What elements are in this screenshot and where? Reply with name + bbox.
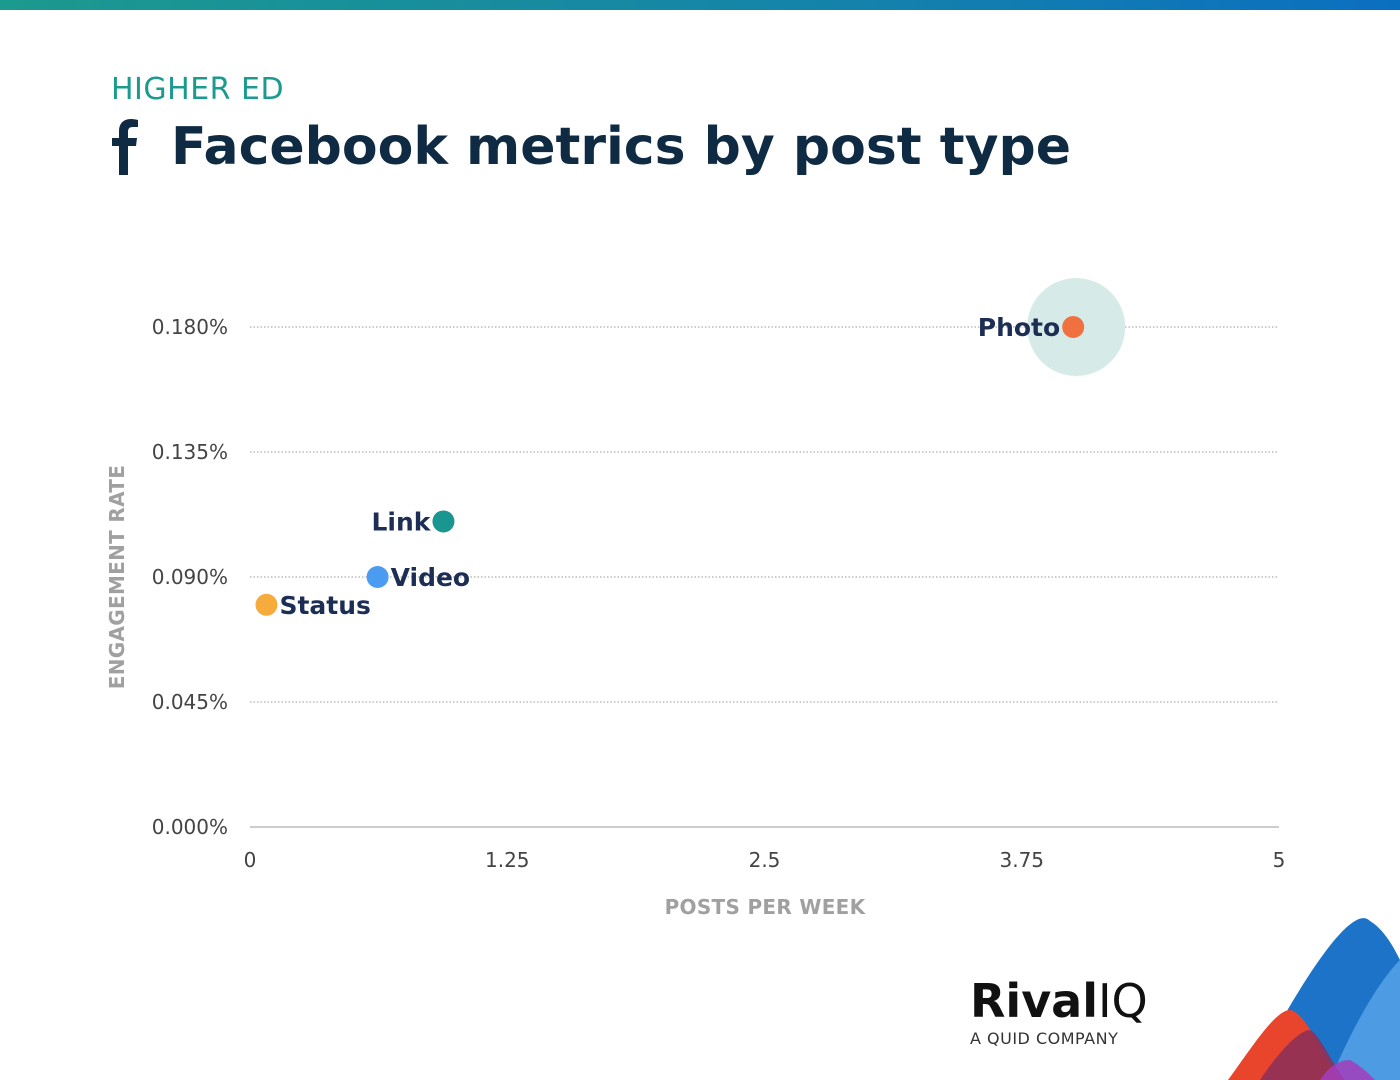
x-axis-title: POSTS PER WEEK bbox=[665, 895, 867, 919]
point-label-photo: Photo bbox=[978, 313, 1060, 342]
x-tick-label: 0 bbox=[244, 848, 257, 872]
y-tick-label: 0.090% bbox=[152, 565, 228, 589]
logo-tagline: A QUID COMPANY bbox=[970, 1029, 1119, 1048]
x-tick-label: 3.75 bbox=[999, 848, 1044, 872]
y-tick-label: 0.135% bbox=[152, 440, 228, 464]
x-tick-label: 1.25 bbox=[485, 848, 530, 872]
axes: 0.000% 0.045% 0.090% 0.135% 0.180% 0 1.25 2.5 3.… bbox=[152, 315, 1286, 872]
chart-subtitle: HIGHER ED bbox=[111, 72, 285, 107]
rivaliq-logo: RivalIQ A QUID COMPANY bbox=[970, 975, 1148, 1048]
chart-title: Facebook metrics by post type bbox=[171, 117, 1071, 177]
point-video[interactable] bbox=[366, 566, 389, 588]
y-tick-label: 0.045% bbox=[152, 690, 228, 714]
point-label-video: Video bbox=[391, 563, 471, 592]
point-label-status: Status bbox=[279, 591, 370, 620]
y-axis-title: ENGAGEMENT RATE bbox=[105, 465, 129, 689]
facebook-icon bbox=[112, 119, 138, 175]
x-tick-label: 2.5 bbox=[749, 848, 781, 872]
top-accent-bar bbox=[0, 0, 1400, 10]
logo-name-bold: Rival bbox=[970, 974, 1098, 1028]
x-tick-label: 5 bbox=[1273, 848, 1286, 872]
title-row: Facebook metrics by post type bbox=[111, 112, 1071, 182]
point-link[interactable] bbox=[432, 510, 455, 533]
logo-wordmark: RivalIQ bbox=[970, 975, 1148, 1027]
data-points: Photo Link Video Status bbox=[255, 278, 1126, 620]
y-tick-label: 0.180% bbox=[152, 315, 228, 339]
y-tick-label: 0.000% bbox=[152, 815, 228, 839]
point-status[interactable] bbox=[255, 593, 278, 616]
point-photo[interactable] bbox=[1062, 316, 1085, 338]
logo-name-light: IQ bbox=[1097, 974, 1148, 1028]
point-label-link: Link bbox=[372, 507, 432, 536]
